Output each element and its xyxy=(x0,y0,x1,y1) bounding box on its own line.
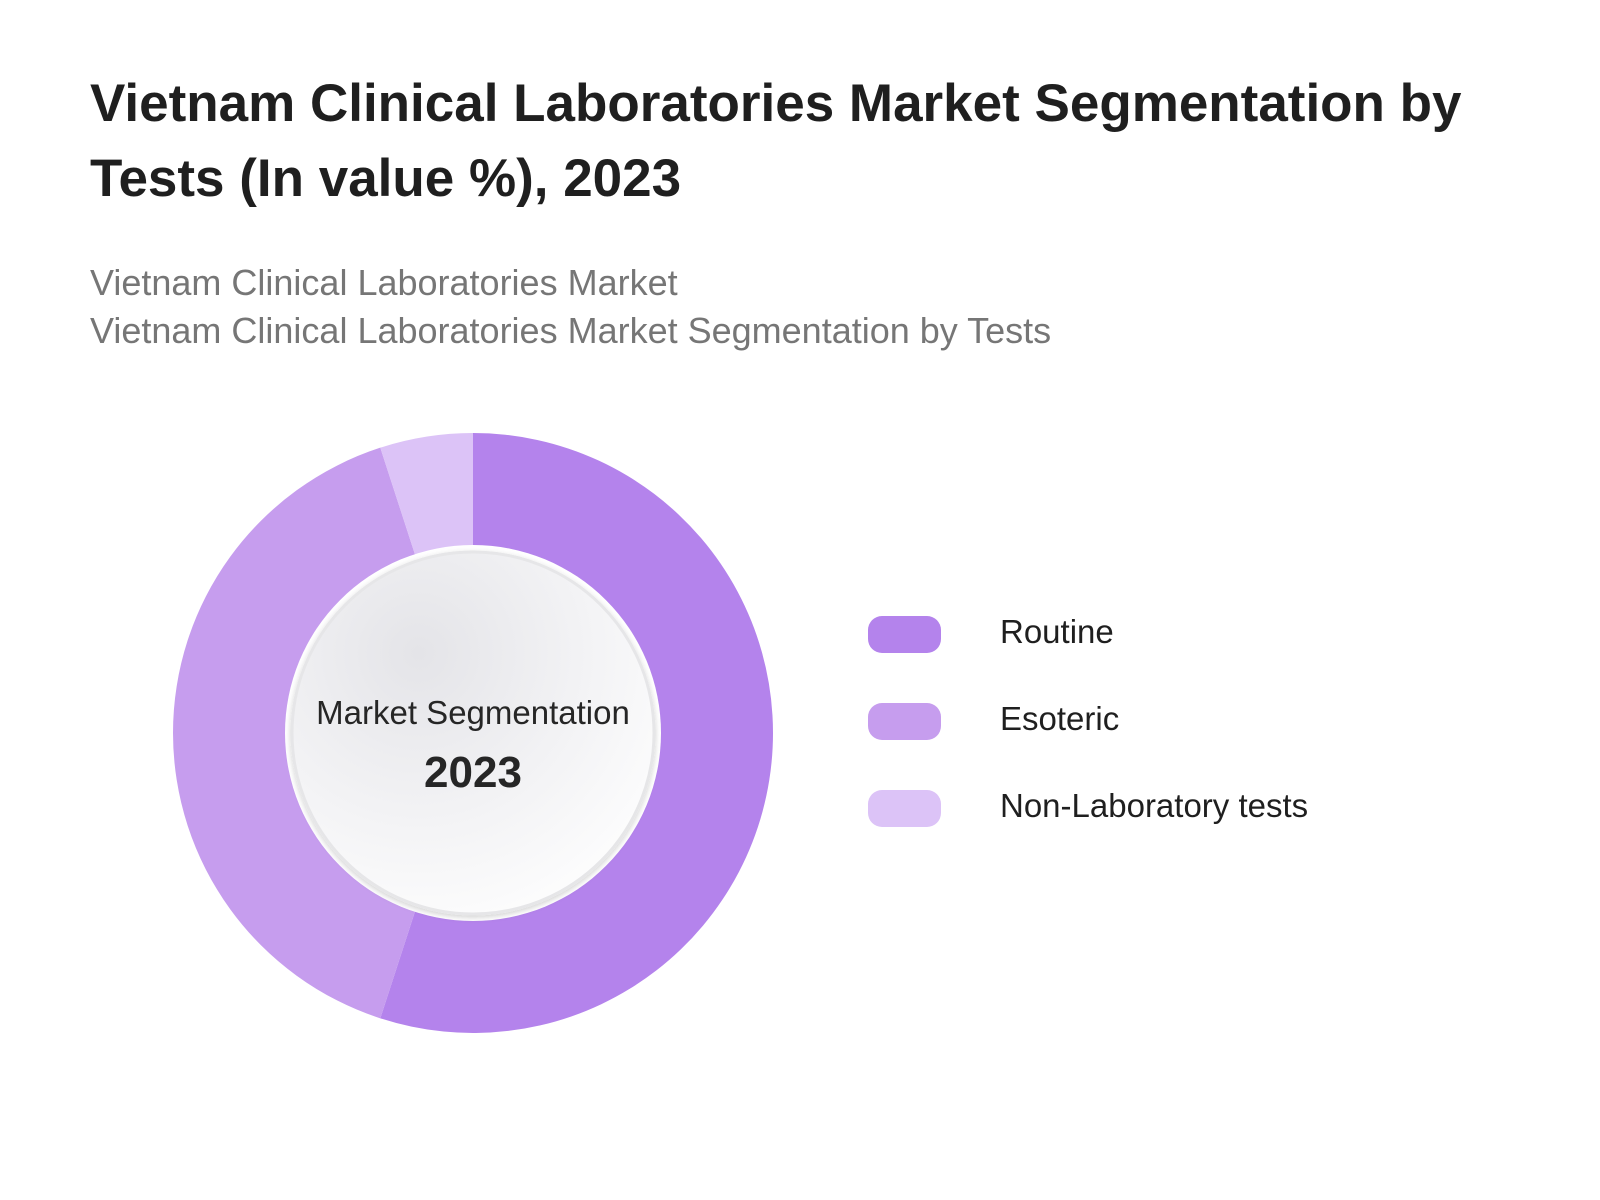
donut-slice-non-laboratory-tests xyxy=(380,433,473,557)
legend-label-non-laboratory-tests: Non-Laboratory tests xyxy=(1000,787,1309,824)
legend-label-routine: Routine xyxy=(1000,613,1114,650)
legend-swatch-non-laboratory-tests xyxy=(868,790,941,827)
donut-slices xyxy=(173,433,773,1033)
subtitle-market: Vietnam Clinical Laboratories Market xyxy=(90,262,678,303)
donut-slice-esoteric xyxy=(173,447,416,1019)
donut-chart-svg xyxy=(173,433,773,1033)
legend-item-non-laboratory-tests: Non-Laboratory tests xyxy=(868,774,1518,861)
donut-center-disc xyxy=(290,550,656,916)
donut-slice-routine xyxy=(380,433,773,1033)
legend-swatch-esoteric xyxy=(868,703,941,740)
chart-legend: Routine Esoteric Non-Laboratory tests xyxy=(868,600,1518,861)
donut-chart: Market Segmentation 2023 xyxy=(170,430,776,1036)
chart-title: Vietnam Clinical Laboratories Market Seg… xyxy=(90,74,1462,208)
subtitle-segmentation: Vietnam Clinical Laboratories Market Seg… xyxy=(90,310,1052,351)
legend-item-routine: Routine xyxy=(868,600,1518,687)
legend-swatch-routine xyxy=(868,616,941,653)
legend-label-esoteric: Esoteric xyxy=(1000,700,1120,737)
legend-item-esoteric: Esoteric xyxy=(868,687,1518,774)
